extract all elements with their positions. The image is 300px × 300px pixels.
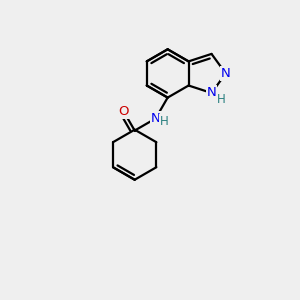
Text: H: H: [217, 93, 226, 106]
Text: O: O: [118, 105, 129, 118]
Text: N: N: [151, 112, 160, 125]
Text: N: N: [221, 67, 231, 80]
Text: N: N: [207, 86, 216, 100]
Text: H: H: [160, 115, 169, 128]
